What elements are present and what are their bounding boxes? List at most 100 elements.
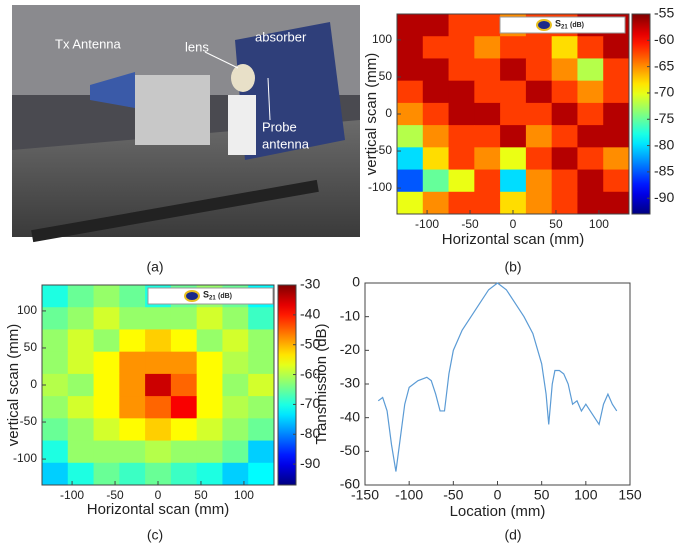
caption: (d) (504, 527, 521, 543)
y-tick-label: 0 (30, 377, 37, 391)
instrument (135, 75, 210, 145)
heat-cell (67, 418, 95, 442)
photo-label: lens (185, 39, 209, 54)
heat-cell (577, 102, 604, 126)
pointer (204, 51, 239, 69)
heat-cell (196, 440, 223, 464)
colorbar-label: -80 (654, 136, 674, 152)
heat-cell (222, 307, 249, 330)
legend-label: S (203, 289, 209, 299)
heat-cell (222, 418, 249, 442)
tx-antenna (90, 72, 135, 108)
heat-cell (551, 125, 578, 148)
heat-cell (422, 147, 450, 171)
heat-cell (93, 285, 120, 308)
heat-cell (42, 329, 69, 353)
heat-cell (145, 329, 172, 353)
heat-cell (422, 14, 450, 37)
heat-cell (145, 462, 172, 486)
heat-cell (397, 58, 424, 82)
colorbar-label: -55 (654, 5, 674, 21)
heat-cell (448, 80, 475, 104)
heat-cell (67, 440, 95, 464)
heat-cell (525, 36, 553, 59)
heat-cell (67, 329, 95, 353)
heat-cell (145, 373, 172, 397)
x-tick-label: -100 (60, 488, 84, 502)
colorbar-label: -75 (654, 110, 674, 126)
heat-cell (42, 285, 69, 308)
heat-cell (119, 440, 146, 464)
heat-cell (170, 373, 198, 397)
heat-cell (474, 125, 501, 148)
heat-cell (222, 373, 249, 397)
heat-cell (222, 329, 249, 353)
heat-cell (222, 351, 249, 375)
heat-cell (93, 462, 120, 486)
heat-cell (67, 351, 95, 375)
x-axis-label: Horizontal scan (mm) (442, 231, 585, 248)
heat-cell (67, 307, 95, 330)
heat-cell (196, 462, 223, 486)
heat-cell (500, 191, 527, 215)
x-tick-label: 0 (510, 217, 517, 231)
heat-cell (397, 102, 424, 126)
heat-cell (67, 462, 95, 486)
heat-cell (448, 191, 475, 215)
heat-cell (551, 58, 578, 82)
heat-cell (474, 58, 501, 82)
y-tick-label: -100 (13, 451, 37, 465)
heat-cell (145, 440, 172, 464)
colorbar-label: -60 (300, 365, 320, 381)
heat-cell (196, 373, 223, 397)
heat-cell (500, 58, 527, 82)
heat-cell (248, 462, 275, 486)
heat-cell (119, 351, 146, 375)
heat-cell (145, 351, 172, 375)
heat-cell (248, 351, 275, 375)
heat-cell (119, 329, 146, 353)
heat-cell (525, 169, 553, 193)
heat-cell (422, 58, 450, 82)
heat-cell (577, 191, 604, 215)
heat-cell (42, 396, 69, 419)
colorbar-label: -85 (654, 163, 674, 179)
heat-cell (448, 36, 475, 59)
lens (231, 64, 255, 92)
heat-cell (551, 147, 578, 171)
heat-cell (448, 58, 475, 82)
heat-cell (170, 418, 198, 442)
heat-cell (222, 440, 249, 464)
legend-label: (dB) (570, 22, 584, 29)
heat-cell (448, 169, 475, 193)
heat-cell (145, 396, 172, 419)
heat-cell (42, 351, 69, 375)
heat-cell (397, 80, 424, 104)
heat-cell (170, 329, 198, 353)
colorbar-label: -90 (654, 189, 674, 205)
heat-cell (474, 191, 501, 215)
heat-cell (248, 440, 275, 464)
heat-cell (448, 125, 475, 148)
heat-cell (397, 191, 424, 215)
heat-cell (119, 307, 146, 330)
heat-cell (500, 102, 527, 126)
legend-label: 21 (561, 25, 568, 31)
absorber (235, 22, 345, 160)
heat-cell (500, 36, 527, 59)
heat-cell (397, 147, 424, 171)
heat-cell (603, 80, 630, 104)
heat-cell (248, 418, 275, 442)
heat-cell (500, 80, 527, 104)
y-tick-label: -40 (340, 408, 360, 424)
heat-cell (196, 418, 223, 442)
heat-cell (397, 169, 424, 193)
heat-cell (551, 169, 578, 193)
y-tick-label: 100 (17, 303, 37, 317)
heat-cell (577, 36, 604, 59)
heat-cell (474, 147, 501, 171)
heat-cell (170, 462, 198, 486)
y-tick-label: -50 (20, 414, 38, 428)
heat-cell (42, 440, 69, 464)
colorbar-label: -70 (300, 395, 320, 411)
